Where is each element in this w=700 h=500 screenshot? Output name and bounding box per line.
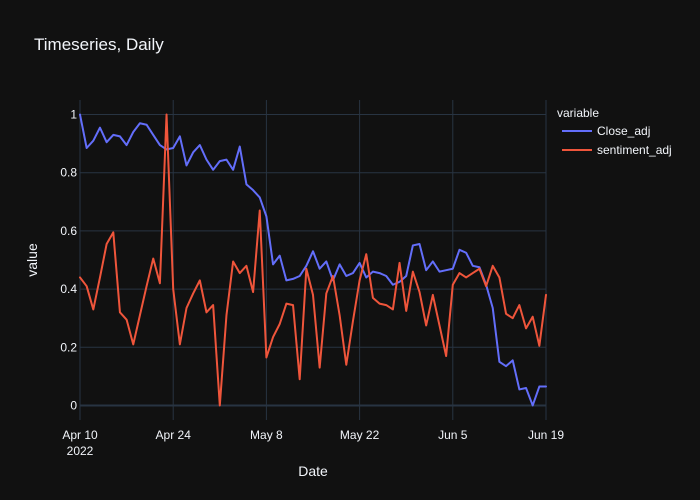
x-tick-sublabel: 2022: [67, 444, 94, 458]
y-axis-title: value: [24, 243, 40, 277]
y-tick-label: 0.4: [60, 282, 77, 296]
y-tick-label: 1: [70, 108, 77, 122]
x-axis-title: Date: [298, 463, 328, 479]
x-tick-label: Jun 19: [528, 428, 564, 442]
x-tick-label: Jun 5: [438, 428, 468, 442]
x-axis-ticks: Apr 10 2022 Apr 24 May 8 May 22 Jun 5 Jun 19: [62, 428, 564, 458]
y-tick-label: 0.8: [60, 166, 77, 180]
y-axis-ticks: 0 0.2 0.4 0.6 0.8 1: [60, 108, 77, 413]
y-tick-label: 0.2: [60, 340, 77, 354]
legend-item[interactable]: Close_adj: [562, 124, 650, 138]
legend-title: variable: [557, 106, 599, 120]
series-line-sentiment-adj[interactable]: [79, 113, 547, 407]
legend-label: sentiment_adj: [597, 143, 672, 157]
y-tick-label: 0: [70, 398, 77, 412]
x-tick-label: Apr 24: [156, 428, 192, 442]
y-tick-label: 0.6: [60, 224, 77, 238]
gridlines: [79, 100, 547, 420]
legend-label: Close_adj: [597, 124, 650, 138]
legend[interactable]: variable Close_adj sentiment_adj: [557, 106, 672, 157]
chart-title: Timeseries, Daily: [34, 35, 164, 54]
x-tick-label: May 8: [250, 428, 283, 442]
x-tick-label: May 22: [340, 428, 380, 442]
x-tick-label: Apr 10: [62, 428, 98, 442]
plot-area: [80, 100, 546, 420]
series-lines: [79, 113, 547, 407]
series-line-close-adj[interactable]: [79, 113, 547, 407]
legend-item[interactable]: sentiment_adj: [562, 143, 672, 157]
